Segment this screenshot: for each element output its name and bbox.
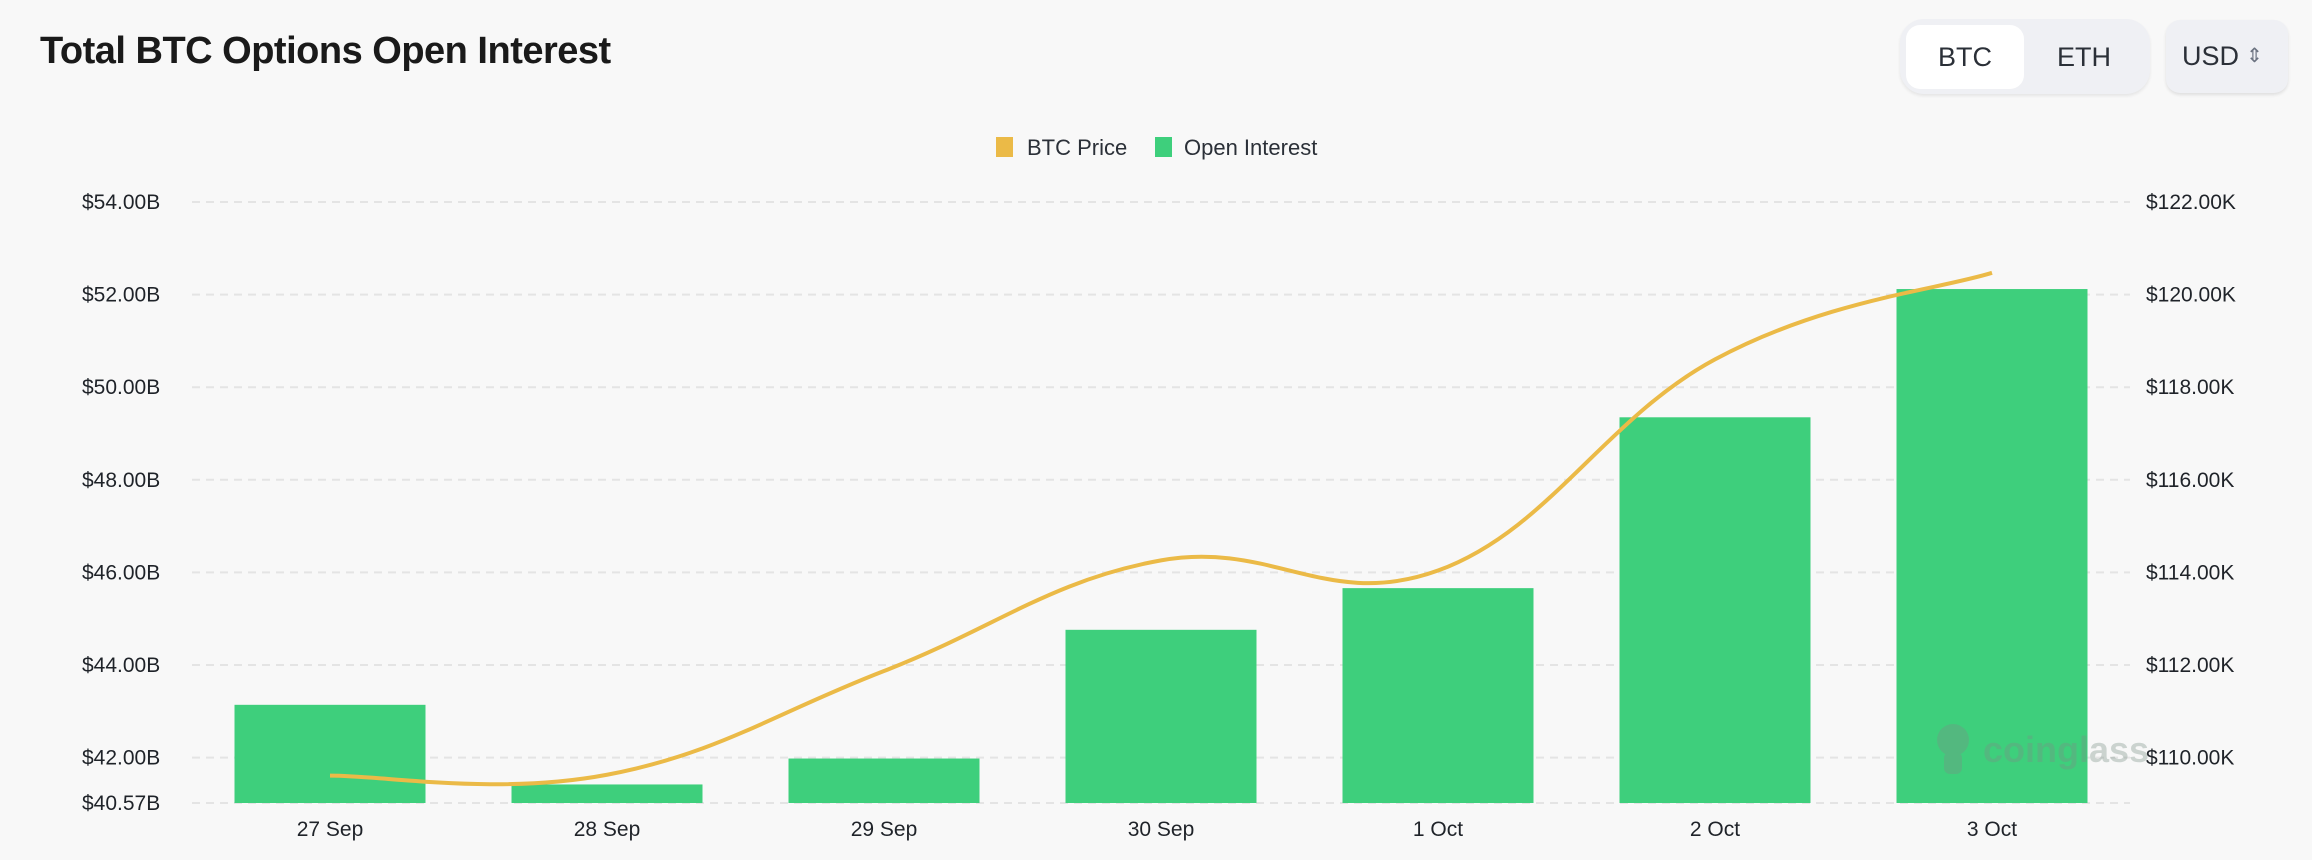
bar-open-interest[interactable] [511,784,703,803]
x-axis-tick: 1 Oct [1413,818,1463,841]
asset-toggle: BTC ETH [1900,19,2150,94]
x-axis-tick: 27 Sep [297,818,364,841]
right-axis-tick: $110.00K [2146,747,2234,770]
right-axis-tick: $114.00K [2146,561,2234,584]
svg-text:coinglass: coinglass [1983,729,2149,770]
currency-value: USD [2182,41,2240,71]
x-axis-tick: 2 Oct [1690,818,1740,841]
bar-open-interest[interactable] [788,758,980,803]
bar-open-interest[interactable] [1065,629,1257,803]
currency-select[interactable]: USD ⇕ [2166,20,2288,93]
left-axis-tick: $46.00B [82,561,160,584]
left-axis-tick: $44.00B [82,654,160,677]
x-axis-tick: 28 Sep [574,818,641,841]
legend: BTC Price Open Interest [996,135,1317,160]
right-axis-tick: $112.00K [2146,654,2234,677]
left-axis-tick: $54.00B [82,191,160,214]
bar-open-interest[interactable] [234,704,426,803]
chevron-up-down-icon: ⇕ [2246,45,2263,67]
left-axis-tick: $50.00B [82,376,160,399]
tab-btc[interactable]: BTC [1906,25,2024,89]
page-title: Total BTC Options Open Interest [40,30,611,72]
coinglass-watermark: coinglass [1937,724,2149,774]
bar-open-interest[interactable] [1896,289,2088,803]
x-axis-tick: 3 Oct [1967,818,2017,841]
legend-swatch-btc-price [996,137,1013,157]
right-axis-tick: $120.00K [2146,284,2236,307]
right-axis-tick: $116.00K [2146,469,2234,492]
legend-label-open-interest[interactable]: Open Interest [1184,135,1317,160]
legend-label-btc-price[interactable]: BTC Price [1027,135,1127,160]
tab-eth[interactable]: ETH [2057,42,2111,72]
legend-swatch-open-interest [1155,137,1172,157]
x-axis-tick: 30 Sep [1128,818,1195,841]
bar-open-interest[interactable] [1342,588,1534,803]
left-axis-tick: $48.00B [82,469,160,492]
x-axis-tick: 29 Sep [851,818,918,841]
left-axis-tick: $40.57B [82,792,160,815]
bar-open-interest[interactable] [1619,417,1811,803]
left-axis-tick: $52.00B [82,284,160,307]
right-axis-tick: $118.00K [2146,376,2234,399]
right-axis-tick: $122.00K [2146,191,2236,214]
left-axis-tick: $42.00B [82,747,160,770]
